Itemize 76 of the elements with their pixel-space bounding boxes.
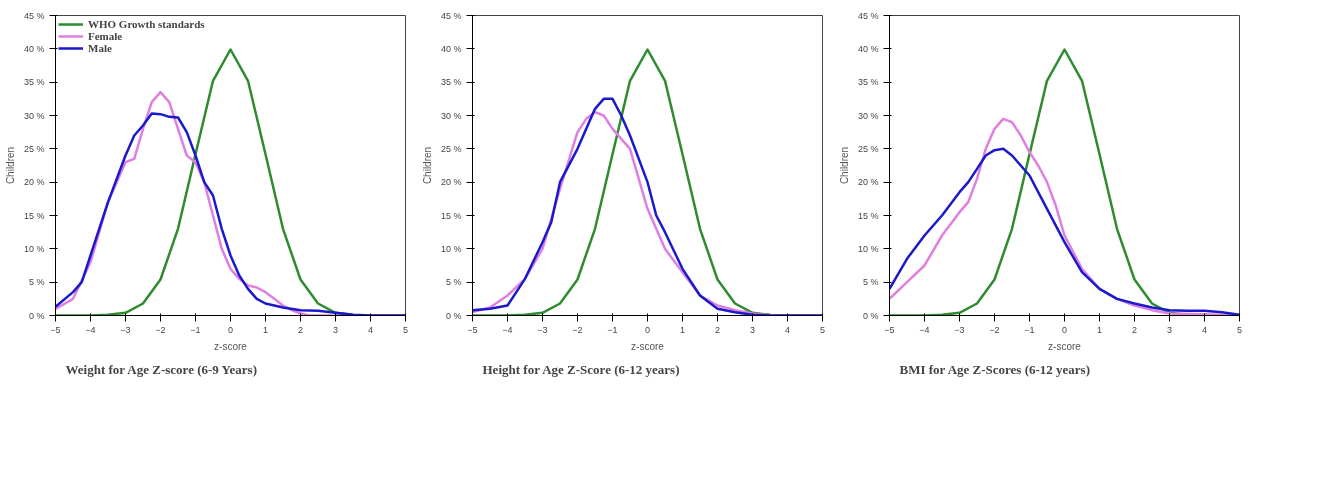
x-tick-label: −1 [1024,324,1035,335]
x-tick-label: 1 [1097,324,1103,335]
x-tick-label: −5 [884,324,895,335]
y-tick-label: 30 % [857,110,879,121]
y-tick-label: 5 % [445,277,462,288]
y-tick-label: 30 % [440,110,462,121]
y-tick-label: 0 % [862,310,879,321]
x-tick-label: 0 [645,324,651,335]
x-tick-label: 0 [228,324,234,335]
x-tick-label: −5 [467,324,478,335]
y-tick-label: 40 % [23,43,45,54]
y-tick-label: 0 % [28,310,45,321]
y-tick-label: 35 % [23,77,45,88]
x-tick-label: 3 [750,324,756,335]
x-tick-label: 1 [680,324,686,335]
y-tick-label: 10 % [23,243,45,254]
x-tick-label: −2 [155,324,166,335]
x-tick-label: 2 [715,324,721,335]
x-tick-label: −4 [85,324,96,335]
y-tick-label: 20 % [440,177,462,188]
y-axis-title: Children [421,146,433,185]
x-tick-label: 4 [785,324,791,335]
y-tick-label: 40 % [857,43,879,54]
legend-label: WHO Growth standards [88,18,205,30]
x-tick-label: 5 [403,324,409,335]
y-tick-label: 20 % [857,177,879,188]
x-tick-label: 2 [298,324,304,335]
y-tick-label: 0 % [445,310,462,321]
x-tick-label: 3 [333,324,339,335]
x-tick-label: −3 [954,324,965,335]
x-tick-label: 3 [1167,324,1173,335]
text: Weight for Age Z-score (6-9 Years) [65,361,257,377]
y-tick-label: 35 % [857,77,879,88]
y-axis-title: Children [4,146,16,185]
x-axis-title: z-score [214,340,248,352]
y-tick-label: 15 % [857,210,879,221]
y-tick-label: 5 % [862,277,879,288]
y-tick-label: 45 % [23,10,45,21]
x-tick-label: 0 [1062,324,1068,335]
y-tick-label: 25 % [440,143,462,154]
line-series [472,48,772,316]
x-tick-label: 5 [820,324,826,335]
y-axis-title: Children [838,146,850,185]
x-tick-label: 2 [1132,324,1138,335]
x-tick-label: −4 [502,324,513,335]
x-tick-label: −2 [989,324,1000,335]
y-tick-label: 45 % [857,10,879,21]
x-tick-label: −5 [50,324,61,335]
x-tick-label: −2 [572,324,583,335]
y-tick-label: 20 % [23,177,45,188]
x-tick-label: −1 [190,324,201,335]
y-tick-label: 10 % [440,243,462,254]
y-tick-label: 25 % [857,143,879,154]
text: Height for Age Z-Score (6-12 years) [482,361,680,377]
x-tick-label: −3 [537,324,548,335]
y-tick-label: 45 % [440,10,462,21]
x-tick-label: 4 [368,324,374,335]
y-tick-label: 5 % [28,277,45,288]
x-axis-title: z-score [631,340,665,352]
x-tick-label: −4 [919,324,930,335]
y-tick-label: 15 % [23,210,45,221]
legend-label: Female [88,30,123,42]
x-tick-label: 1 [263,324,269,335]
y-tick-label: 15 % [440,210,462,221]
text: BMI for Age Z-Scores (6-12 years) [899,361,1091,377]
y-tick-label: 35 % [440,77,462,88]
y-tick-label: 30 % [23,110,45,121]
y-tick-label: 10 % [857,243,879,254]
x-tick-label: 4 [1202,324,1208,335]
x-tick-label: −3 [120,324,131,335]
x-tick-label: 5 [1237,324,1243,335]
x-axis-title: z-score [1048,340,1082,352]
x-tick-label: −1 [607,324,618,335]
y-tick-label: 40 % [440,43,462,54]
y-tick-label: 25 % [23,143,45,154]
legend-label: Male [88,42,112,54]
